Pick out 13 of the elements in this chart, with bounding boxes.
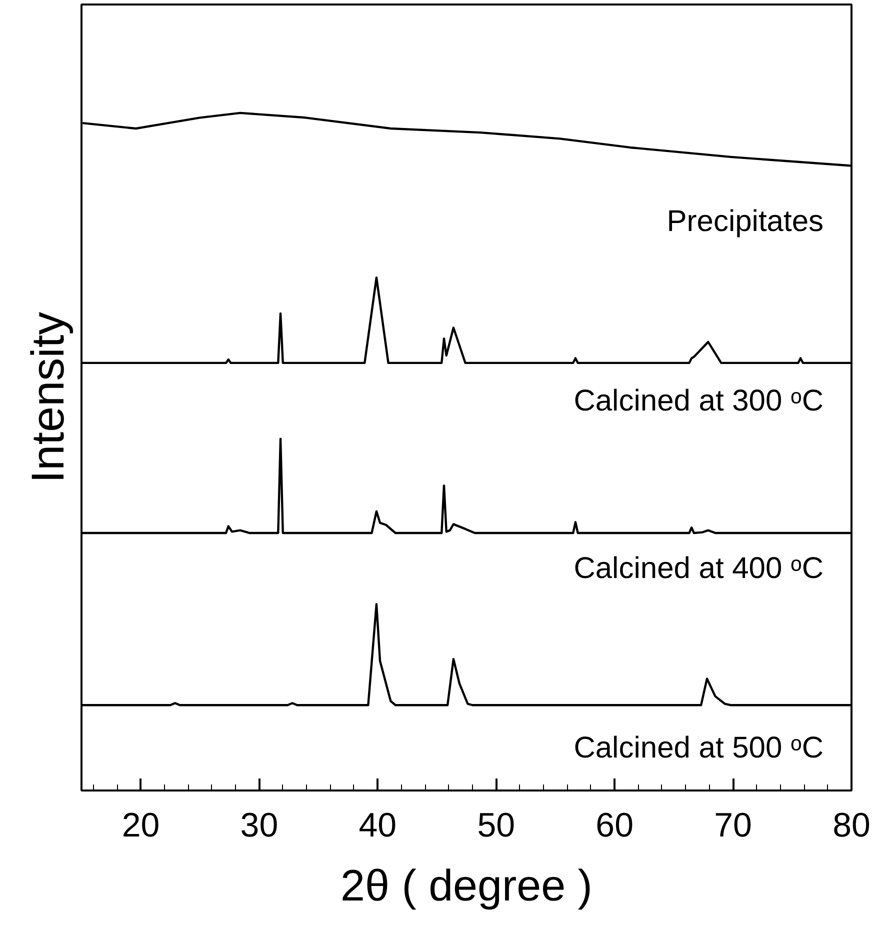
x-tick-label: 40 <box>358 806 397 844</box>
series-label: Calcined at 500 ᵒC <box>574 731 824 764</box>
x-tick-label: 50 <box>477 806 516 844</box>
x-tick-label: 30 <box>240 806 278 844</box>
series-label: Calcined at 300 ᵒC <box>574 384 824 418</box>
x-tick-label: 80 <box>832 806 870 844</box>
x-tick-label: 20 <box>122 806 160 844</box>
x-tick-label: 70 <box>714 806 752 844</box>
x-axis-title: 2θ ( degree ) <box>340 862 592 910</box>
series-label: Calcined at 400 ᵒC <box>574 552 824 586</box>
x-tick-label: 60 <box>596 806 634 844</box>
series-label: Precipitates <box>666 205 824 238</box>
y-axis-title: Intensity <box>22 312 74 484</box>
